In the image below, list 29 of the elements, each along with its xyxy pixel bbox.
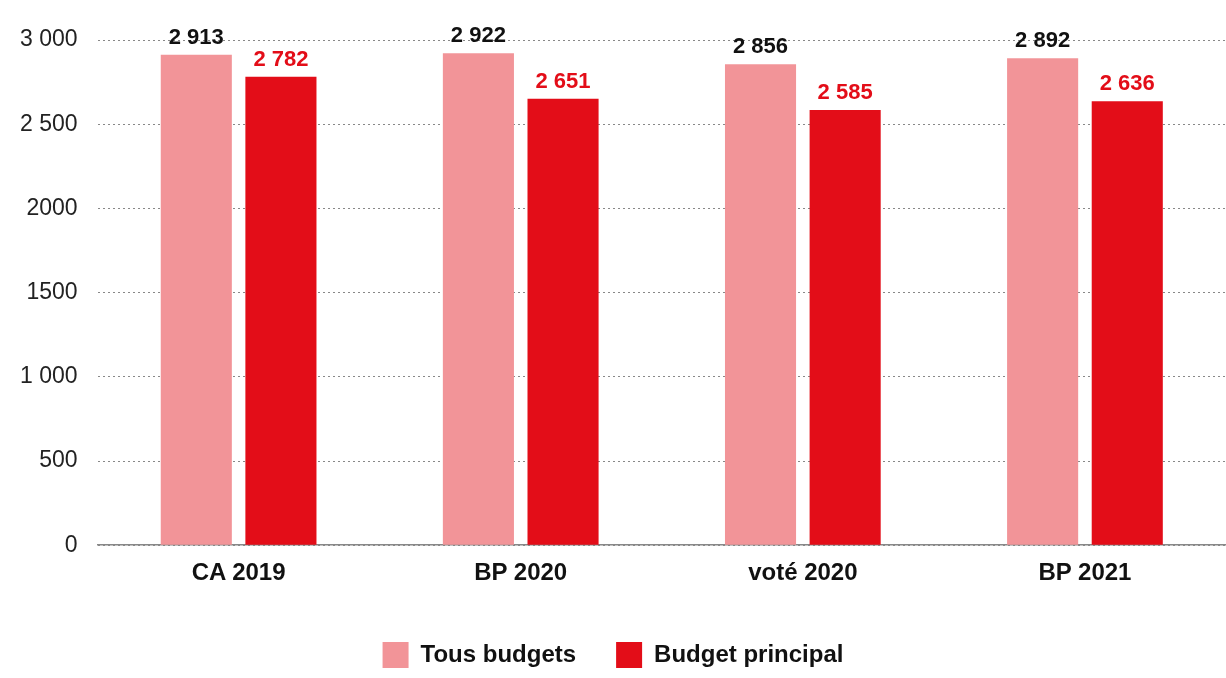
y-tick-label: 3 000: [19, 25, 78, 52]
bar: [527, 98, 599, 545]
legend-label: Budget principal: [654, 639, 844, 667]
bar: [160, 54, 232, 545]
y-tick-label: 1500: [26, 277, 78, 304]
bar: [809, 109, 881, 545]
data-label: 2 892: [1015, 27, 1071, 53]
bar: [442, 53, 514, 545]
x-tick-label: CA 2019: [191, 558, 286, 586]
y-tick-label: 0: [64, 530, 78, 557]
bar: [245, 76, 317, 545]
bar: [724, 64, 797, 545]
y-tick-label: 2000: [26, 193, 78, 220]
data-label: 2 636: [1099, 70, 1155, 96]
data-label: 2 585: [817, 78, 873, 104]
x-tick-label: voté 2020: [748, 558, 858, 586]
x-tick-label: BP 2021: [1038, 558, 1132, 586]
bar: [1007, 58, 1079, 545]
data-label: 2 782: [253, 45, 309, 71]
y-tick-label: 2 500: [19, 109, 78, 136]
y-tick-label: 1 000: [19, 362, 78, 389]
x-tick-label: BP 2020: [474, 558, 568, 586]
y-tick-label: 500: [39, 446, 78, 473]
data-label: 2 922: [450, 22, 506, 48]
data-label: 2 913: [168, 23, 224, 49]
bar: [1091, 101, 1163, 545]
data-label: 2 856: [732, 33, 789, 59]
data-label: 2 651: [535, 67, 591, 93]
legend-label: Tous budgets: [420, 639, 577, 667]
